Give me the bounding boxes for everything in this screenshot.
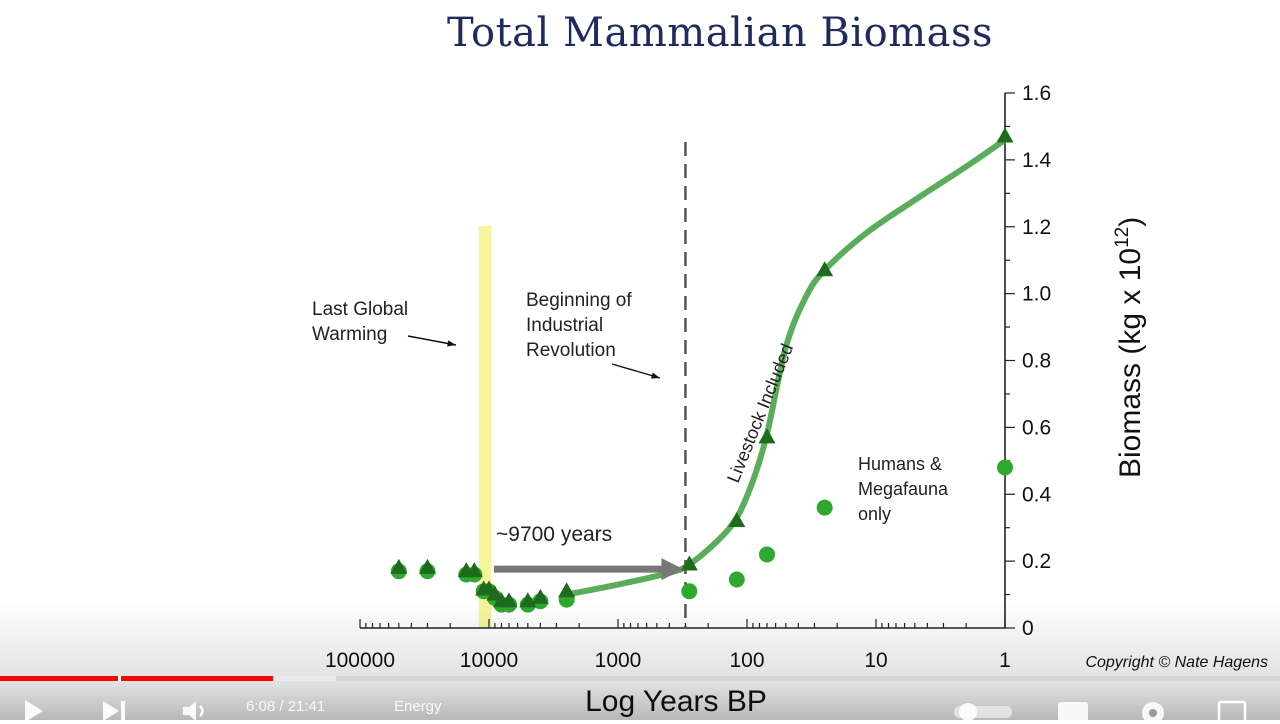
industrial-label-2: Industrial: [526, 315, 603, 336]
y-tick-label: 1.2: [1022, 216, 1051, 239]
y-tick-label: 1.6: [1022, 82, 1051, 105]
interval-label: ~9700 years: [496, 523, 612, 546]
y-axis-title: Biomass (kg x 1012): [1112, 217, 1147, 478]
warming-label-2: Warming: [312, 324, 387, 345]
played-progress: [0, 676, 273, 681]
gear-icon: [1142, 702, 1164, 724]
x-tick-label: 1000: [595, 649, 642, 672]
y-tick-label: 0.4: [1022, 483, 1052, 506]
settings-button[interactable]: [1138, 698, 1168, 724]
autoplay-toggle-icon: [954, 703, 1012, 721]
x-axis-title: Log Years BP: [585, 685, 767, 718]
humans-megafauna-point: [681, 583, 698, 600]
y-axis-title-close: ): [1114, 217, 1147, 227]
play-icon: [25, 700, 43, 722]
y-tick-label: 1.0: [1022, 283, 1051, 306]
time-display: 6:08 / 21:41: [246, 698, 326, 715]
humans-megafauna-point: [816, 499, 833, 516]
livestock-point: [465, 562, 483, 578]
interval-arrow-head: [661, 558, 684, 581]
progress-bar[interactable]: [0, 676, 1280, 681]
volume-icon: [183, 701, 204, 721]
humans-megafauna-point: [997, 459, 1013, 476]
industrial-label-3: Revolution: [526, 340, 616, 361]
y-axis-title-main: Biomass (kg x 10: [1114, 248, 1147, 478]
next-button[interactable]: [100, 698, 128, 724]
industrial-pointer-arrow-head: [651, 372, 660, 379]
humans-megafauna-point: [758, 546, 775, 563]
livestock-point: [531, 588, 549, 604]
industrial-label-1: Beginning of: [526, 290, 632, 311]
y-tick-label: 0.8: [1022, 350, 1051, 373]
miniplayer-button[interactable]: [1216, 698, 1248, 724]
livestock-point: [680, 555, 698, 571]
livestock-point: [500, 592, 518, 608]
chapter-marker: [118, 676, 121, 681]
x-tick-label: 1: [999, 649, 1011, 672]
x-tick-label: 100: [729, 649, 764, 672]
miniplayer-icon: [1217, 700, 1247, 724]
circles-label-3: only: [858, 504, 891, 524]
next-icon: [103, 701, 125, 721]
x-tick-label: 10000: [460, 649, 518, 672]
y-tick-label: 0.2: [1022, 550, 1051, 573]
x-tick-label: 100000: [325, 649, 395, 672]
livestock-point: [390, 558, 408, 574]
livestock-point: [418, 558, 436, 574]
livestock-point: [816, 261, 834, 277]
volume-button[interactable]: [180, 698, 212, 724]
subtitles-icon: [1058, 702, 1088, 722]
x-tick-label: 10: [864, 649, 887, 672]
livestock-point: [996, 127, 1014, 143]
warming-band: [478, 226, 492, 628]
circles-label-1: Humans &: [858, 454, 942, 474]
slide-title: Total Mammalian Biomass: [446, 10, 994, 56]
y-tick-label: 0: [1022, 617, 1034, 640]
player-controls: 6:08 / 21:41 Energy: [0, 690, 1280, 724]
humans-megafauna-point: [728, 571, 745, 588]
y-axis-title-exponent: 12: [1112, 227, 1133, 248]
warming-pointer-arrow-head: [447, 340, 456, 347]
chapter-title[interactable]: Energy: [394, 698, 442, 715]
y-tick-label: 1.4: [1022, 149, 1052, 172]
livestock-point: [758, 428, 776, 444]
autoplay-toggle[interactable]: [952, 702, 1016, 722]
livestock-point: [728, 512, 746, 527]
circles-label-2: Megafauna: [858, 479, 949, 499]
play-button[interactable]: [20, 698, 46, 724]
y-tick-label: 0.6: [1022, 416, 1051, 439]
livestock-point: [558, 582, 576, 598]
warming-label-1: Last Global: [312, 299, 408, 320]
subtitles-button[interactable]: [1056, 698, 1090, 724]
copyright-notice: Copyright © Nate Hagens: [1085, 654, 1268, 671]
